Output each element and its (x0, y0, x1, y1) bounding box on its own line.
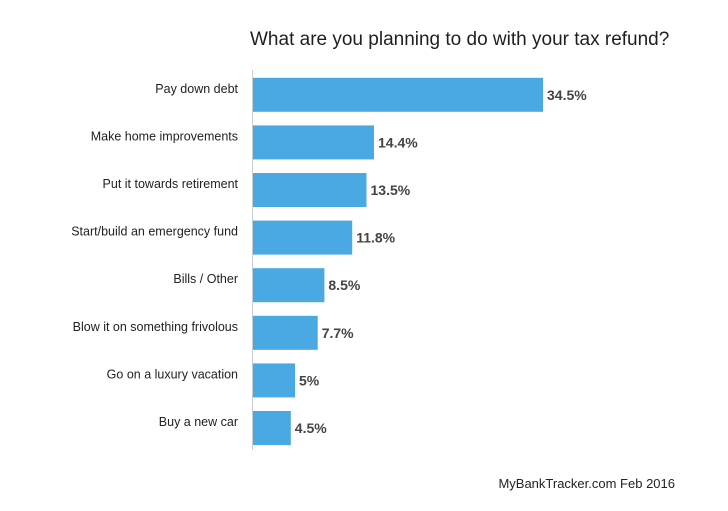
data-label-5: 8.5% (328, 277, 360, 293)
data-label-3: 13.5% (371, 182, 411, 198)
bar-6 (253, 315, 318, 350)
category-label-3: Put it towards retirement (103, 177, 239, 191)
bar-2 (253, 125, 374, 160)
category-label-2: Make home improvements (91, 129, 238, 143)
source-note: MyBankTracker.com Feb 2016 (498, 476, 675, 491)
data-label-1: 34.5% (547, 87, 587, 103)
bar-7 (253, 363, 295, 398)
bar-1 (253, 77, 543, 112)
bar-8 (253, 411, 291, 445)
bars-layer: Pay down debt 34.5% Make home improvements… (71, 77, 587, 445)
data-label-7: 5% (299, 372, 320, 388)
bar-4 (253, 220, 353, 255)
category-label-4: Start/build an emergency fund (71, 225, 238, 239)
bar-3 (253, 173, 367, 207)
data-label-2: 14.4% (378, 134, 418, 150)
category-label-6: Blow it on something frivolous (73, 320, 238, 334)
chart-title: What are you planning to do with your ta… (250, 29, 670, 50)
category-label-1: Pay down debt (155, 82, 238, 96)
category-label-7: Go on a luxury vacation (107, 367, 238, 381)
data-label-6: 7.7% (322, 325, 354, 341)
data-label-4: 11.8% (356, 230, 395, 246)
bar-5 (253, 268, 325, 303)
category-label-5: Bills / Other (173, 272, 238, 286)
category-label-8: Buy a new car (159, 415, 238, 429)
data-label-8: 4.5% (295, 420, 327, 436)
